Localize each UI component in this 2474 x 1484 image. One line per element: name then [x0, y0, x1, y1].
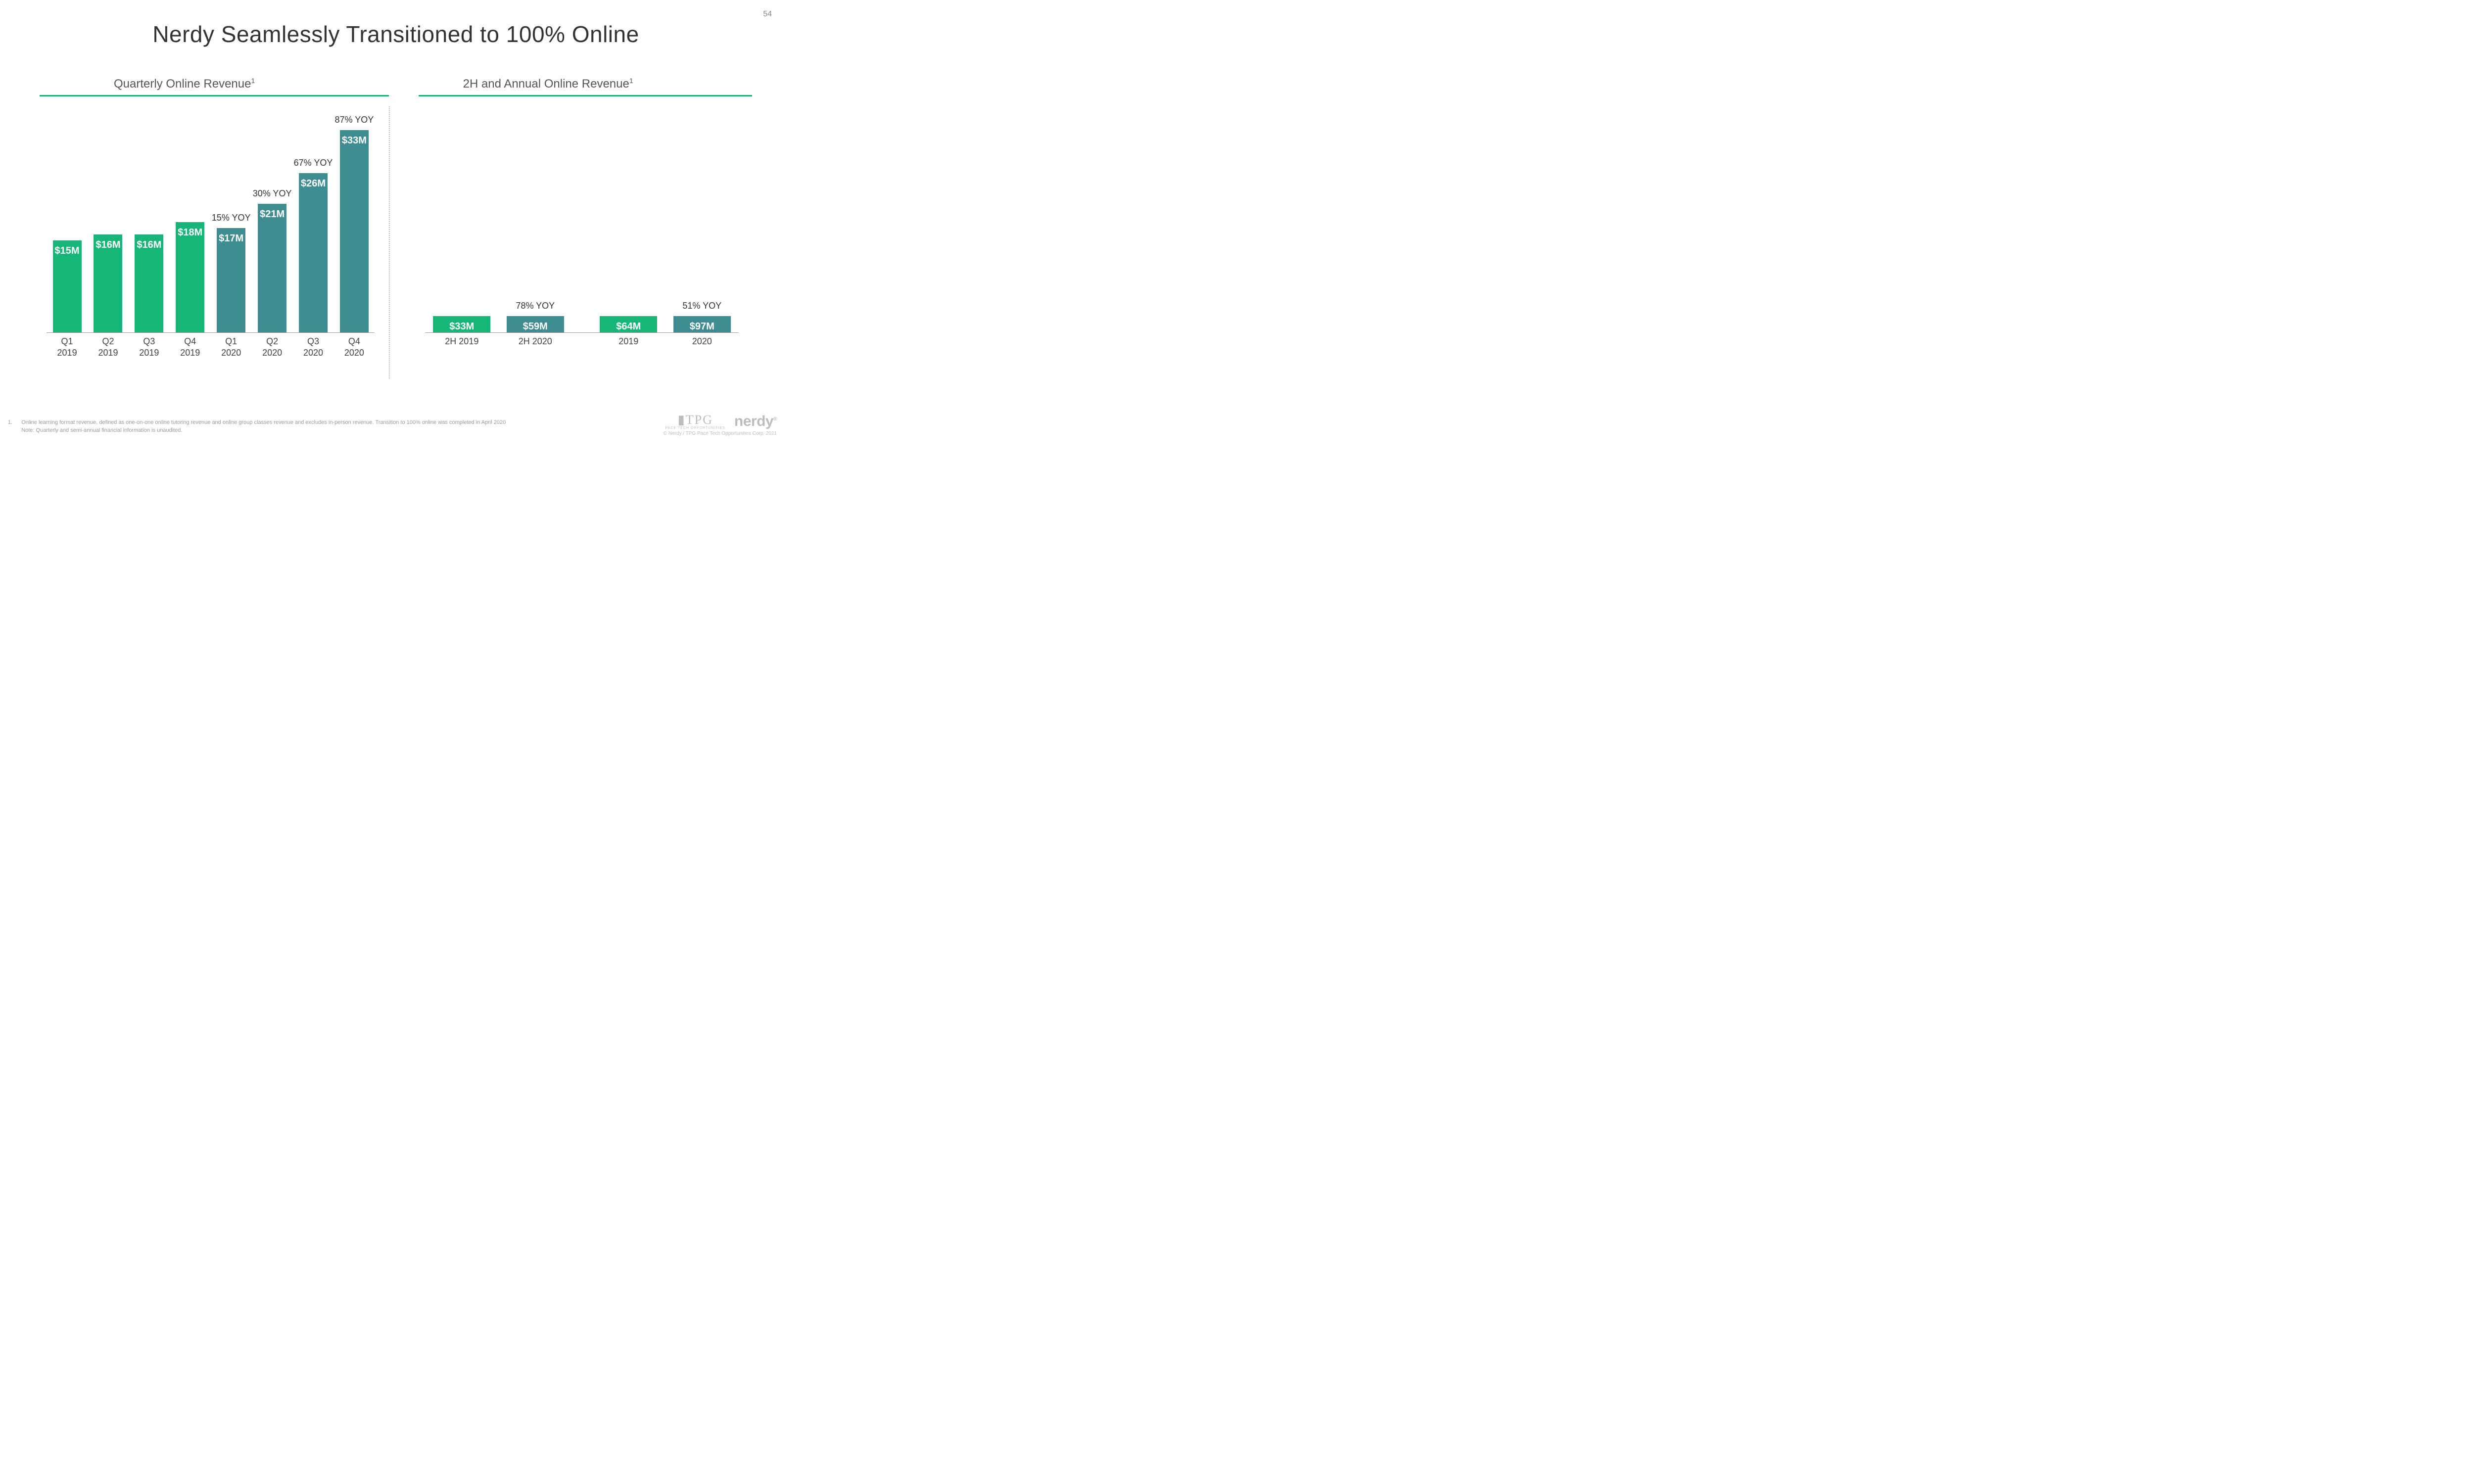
bar: $16M	[135, 234, 163, 332]
bar-col: 78% YOY $59M	[499, 301, 572, 332]
bar: $59M	[507, 316, 564, 332]
bar-col: $16M	[88, 99, 129, 332]
chart-quarterly-xlabels: Q1 2019Q2 2019Q3 2019Q4 2019Q1 2020Q2 20…	[47, 336, 375, 362]
chart-annual-underline	[419, 95, 752, 96]
nerdy-logo: nerdy®	[734, 413, 777, 430]
chart-quarterly-baseline	[47, 332, 375, 333]
footer-logos: ▮TPG PACE TECH OPPORTUNITIES nerdy® © Ne…	[664, 413, 777, 436]
tpg-logo: ▮TPG PACE TECH OPPORTUNITIES	[666, 413, 725, 430]
xlabel-group: 20192020	[592, 336, 739, 362]
bar-col: 67% YOY $26M	[293, 99, 334, 332]
footnote-line2: Note: Quarterly and semi-annual financia…	[21, 427, 506, 434]
bar: $33M	[433, 316, 490, 332]
chart-quarterly-plot: $15M$16M$16M$18M15% YOY$17M30% YOY$21M67…	[40, 99, 389, 362]
bar: $18M	[176, 222, 204, 332]
bar-xlabel: Q2 2020	[252, 336, 293, 362]
tpg-logo-text: ▮TPG	[677, 413, 713, 427]
bar-xlabel: 2H 2019	[425, 336, 498, 362]
bar-xlabel: Q4 2019	[170, 336, 211, 362]
bar: $17M	[217, 228, 245, 332]
footnote: 1. Online learning format revenue, defin…	[8, 419, 584, 434]
chart-quarterly-bars: $15M$16M$16M$18M15% YOY$17M30% YOY$21M67…	[47, 99, 375, 332]
xlabel-group: 2H 20192H 2020	[425, 336, 572, 362]
bar: $64M	[600, 316, 657, 332]
footnote-text: Online learning format revenue, defined …	[21, 419, 506, 434]
bar-col: $18M	[170, 99, 211, 332]
bar: $33M	[340, 130, 369, 332]
bar-col: $15M	[47, 99, 88, 332]
bar-col: $64M	[592, 316, 665, 332]
chart-quarterly-title-text: Quarterly Online Revenue	[114, 77, 251, 91]
chart-quarterly-underline	[40, 95, 389, 96]
bar-yoy-label: 87% YOY	[335, 115, 374, 125]
bar-col: 30% YOY $21M	[252, 99, 293, 332]
chart-quarterly-title-sup: 1	[251, 77, 255, 85]
chart-annual-title-sup: 1	[629, 77, 633, 85]
chart-annual-plot: $33M 78% YOY $59M $64M 51% YOY $97M 2H 20192H…	[419, 99, 752, 362]
slide-title: Nerdy Seamlessly Transitioned to 100% On…	[0, 21, 792, 47]
chart-annual-title: 2H and Annual Online Revenue1	[419, 77, 752, 95]
bar-yoy-label: 51% YOY	[682, 301, 721, 311]
bar: $97M	[673, 316, 731, 332]
bar-xlabel: 2H 2020	[499, 336, 572, 362]
bar-xlabel: 2019	[592, 336, 665, 362]
bar-col: 51% YOY $97M	[666, 301, 739, 332]
bar-col: 87% YOY $33M	[333, 99, 375, 332]
charts-row: Quarterly Online Revenue1 $15M$16M$16M$1…	[40, 77, 752, 383]
chart-annual-bars: $33M 78% YOY $59M $64M 51% YOY $97M	[425, 99, 739, 332]
bar-yoy-label: 78% YOY	[516, 301, 555, 311]
footnote-number: 1.	[8, 419, 12, 434]
chart-annual-xlabels: 2H 20192H 2020 20192020	[425, 336, 739, 362]
bar-col: 15% YOY $17M	[211, 99, 252, 332]
footnote-line1: Online learning format revenue, defined …	[21, 419, 506, 426]
bar-xlabel: Q1 2020	[211, 336, 252, 362]
bar-yoy-label: 15% YOY	[212, 213, 251, 223]
page-number: 54	[763, 10, 772, 19]
tpg-logo-sub: PACE TECH OPPORTUNITIES	[666, 426, 725, 430]
bar: $16M	[94, 234, 122, 332]
bar-xlabel: Q3 2019	[129, 336, 170, 362]
bar-xlabel: Q2 2019	[88, 336, 129, 362]
bar-yoy-label: 30% YOY	[253, 188, 292, 199]
bar-col: $33M	[425, 316, 498, 332]
logo-row: ▮TPG PACE TECH OPPORTUNITIES nerdy®	[664, 413, 777, 430]
bar-xlabel: Q1 2019	[47, 336, 88, 362]
bar-xlabel: Q4 2020	[333, 336, 375, 362]
bar: $15M	[53, 240, 82, 332]
bar-yoy-label: 67% YOY	[294, 158, 333, 168]
bar-group: $33M 78% YOY $59M	[425, 301, 572, 332]
bar-xlabel: 2020	[666, 336, 739, 362]
chart-quarterly: Quarterly Online Revenue1 $15M $16M $16M $1…	[40, 77, 389, 383]
bar-xlabel: Q3 2020	[293, 336, 334, 362]
chart-annual-title-text: 2H and Annual Online Revenue	[463, 77, 629, 91]
bar-group: $64M 51% YOY $97M	[592, 301, 739, 332]
chart-annual: 2H and Annual Online Revenue1 $33M 78% YO…	[389, 77, 752, 383]
bar: $21M	[258, 204, 286, 332]
bar: $26M	[299, 173, 328, 332]
chart-quarterly-title: Quarterly Online Revenue1	[40, 77, 389, 95]
bar-col: $16M	[129, 99, 170, 332]
chart-annual-baseline	[425, 332, 739, 333]
copyright: © Nerdy / TPG Pace Tech Opportunities Co…	[664, 431, 777, 436]
